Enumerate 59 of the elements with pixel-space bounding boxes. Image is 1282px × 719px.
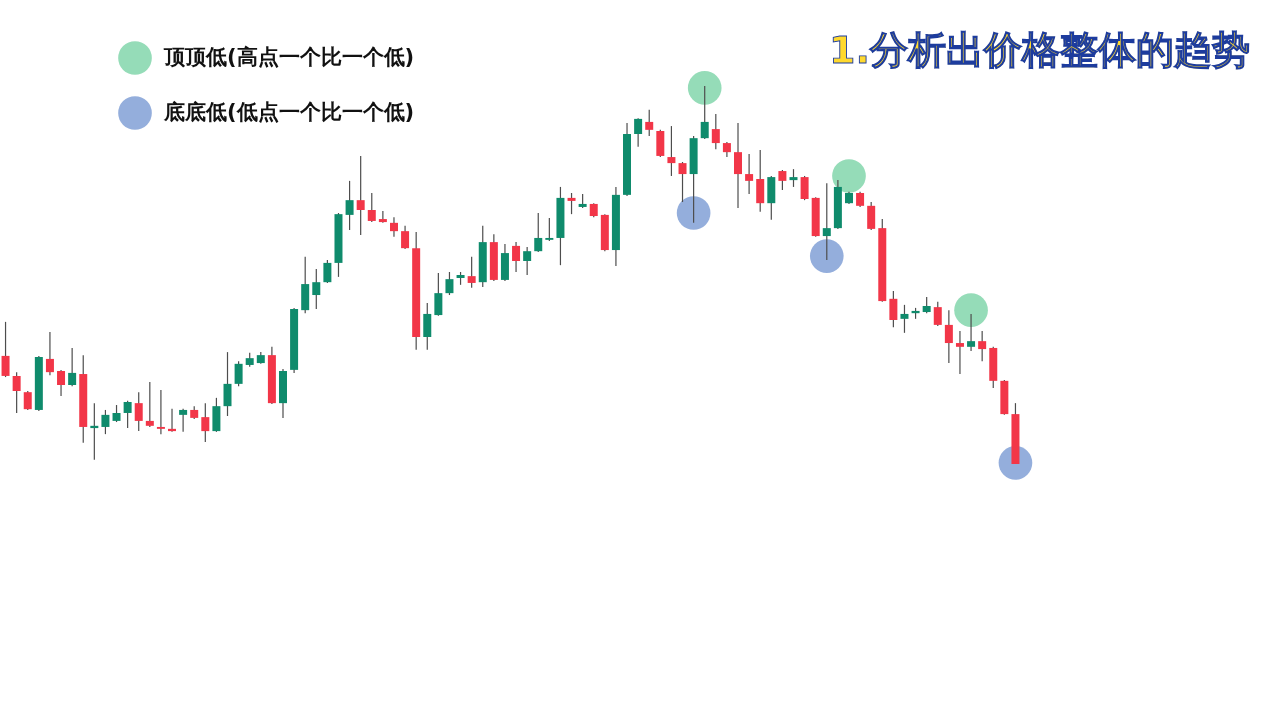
candlestick — [434, 272, 443, 317]
candlestick — [700, 85, 709, 140]
candlestick — [944, 309, 953, 364]
candlestick — [867, 201, 876, 231]
candlestick — [933, 301, 942, 327]
point — [832, 159, 866, 193]
legend-label: 底底低(低点一个比一个低) — [163, 100, 415, 124]
candlestick — [123, 400, 132, 429]
candlestick — [23, 390, 32, 411]
candlestick — [234, 360, 243, 387]
point — [809, 239, 844, 273]
candlestick — [57, 369, 66, 397]
candlestick — [822, 182, 831, 261]
candlestick — [201, 402, 210, 443]
candlestick — [512, 241, 521, 273]
candlestick — [445, 271, 454, 296]
candlestick — [967, 313, 976, 352]
candlestick — [345, 180, 354, 231]
candlestick — [223, 351, 232, 417]
candlestick — [356, 155, 365, 236]
candlestick — [667, 125, 676, 177]
candlestick — [567, 192, 576, 215]
candlestick — [745, 153, 754, 195]
candlestick — [711, 113, 720, 150]
candlestick — [423, 302, 432, 351]
candlestick — [323, 259, 332, 284]
candlestick — [145, 381, 154, 428]
candlestick — [800, 175, 809, 201]
candlestick — [978, 330, 987, 362]
candlestick — [389, 216, 398, 238]
candlestick — [955, 330, 964, 375]
candlestick — [889, 290, 898, 328]
candlestick — [634, 117, 643, 148]
candlestick — [778, 169, 787, 191]
candlestick — [467, 256, 476, 289]
candlestick — [900, 304, 909, 334]
candlestick — [179, 408, 188, 433]
candlestick — [367, 192, 376, 223]
candlestick — [678, 161, 687, 203]
candlestick — [401, 225, 410, 250]
candlestick — [645, 109, 654, 137]
candlestick — [1, 321, 10, 378]
candlestick — [534, 212, 543, 253]
candlestick — [134, 391, 143, 432]
candlestick — [523, 246, 532, 276]
candlestick — [45, 331, 54, 376]
candlestick — [312, 268, 321, 310]
candlestick — [545, 217, 554, 242]
candlestick — [734, 122, 743, 209]
point — [954, 293, 988, 327]
candlestick — [378, 210, 387, 224]
candlestick — [12, 371, 21, 414]
legend-label: 顶顶低(高点一个比一个低) — [163, 45, 415, 69]
candlestick — [68, 347, 77, 387]
point — [676, 196, 711, 230]
chart-title: 1.分析出价格整体的趋势 — [829, 28, 1250, 72]
candlestick — [101, 409, 110, 435]
candlestick — [156, 389, 165, 435]
point — [687, 71, 722, 105]
